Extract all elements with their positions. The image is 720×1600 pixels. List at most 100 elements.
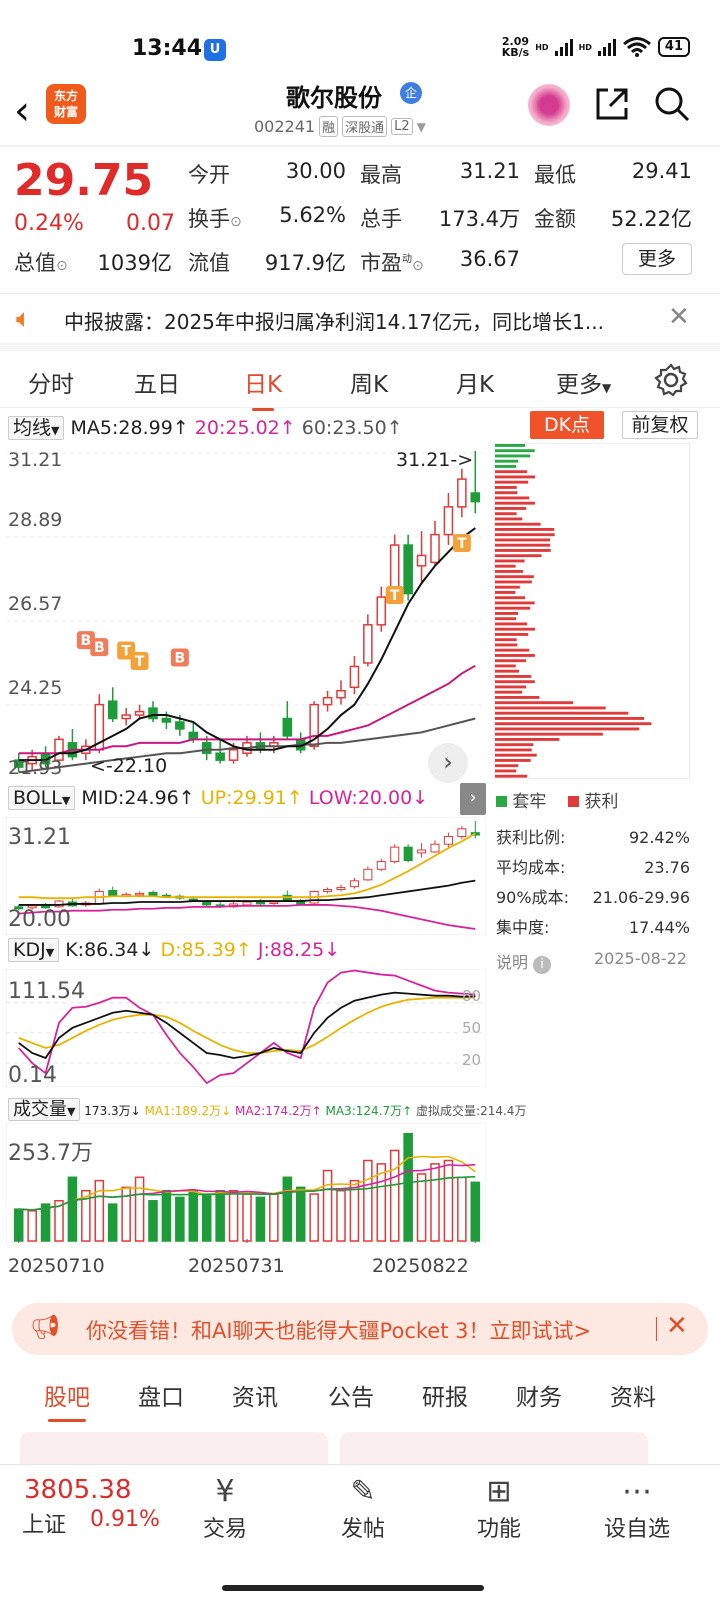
tab-five-day[interactable]: 五日 [134, 372, 180, 398]
panel-expand-icon[interactable]: › [460, 783, 486, 815]
ai-assistant-avatar[interactable] [528, 84, 570, 126]
kdj-j: J:88.25 [257, 939, 325, 961]
boll-candle-body [27, 905, 37, 909]
stock-name[interactable]: 歌尔股份 [286, 84, 382, 112]
promo-text[interactable]: 你没看错！和AI聊天也能得大疆Pocket 3！立即试试> [86, 1319, 592, 1343]
nav-post[interactable]: ✎ 发帖 [318, 1473, 408, 1543]
close-icon[interactable]: ✕ [666, 1311, 688, 1341]
tab-profile[interactable]: 资料 [610, 1385, 656, 1411]
nav-functions[interactable]: ⊞ 功能 [454, 1473, 544, 1543]
chip-bar [495, 732, 603, 736]
nav-trade[interactable]: ¥ 交易 [180, 1473, 270, 1543]
notice-text[interactable]: 中报披露：2025年中报归属净利润14.17亿元，同比增长1... [64, 310, 604, 334]
exchange-connect-tag: 深股通 [342, 116, 388, 137]
chip-bar [495, 753, 537, 757]
settings-gear-icon[interactable] [654, 363, 688, 397]
tab-order-book[interactable]: 盘口 [138, 1385, 184, 1411]
dk-point-button[interactable]: DK点 [530, 411, 604, 439]
chip-bar [495, 606, 531, 610]
chip-date: 2025-08-22 [594, 949, 687, 968]
boll-candle-body [269, 901, 279, 905]
kdj-level-50: 50 [462, 1019, 482, 1037]
float-cap-label: 流值 [188, 251, 230, 275]
boll-selector[interactable]: BOLL▼ [8, 786, 76, 810]
share-icon[interactable] [594, 86, 630, 122]
boll-candle-body [14, 906, 24, 910]
chip-bar [495, 549, 551, 552]
tab-daily-k[interactable]: 日K [244, 365, 282, 411]
tab-intraday[interactable]: 分时 [28, 372, 74, 398]
turnover-label[interactable]: 换手⊙ [188, 207, 242, 231]
chip-stat-avg-cost: 平均成本: 23.76 [496, 858, 690, 877]
boll-candle-body [108, 889, 118, 896]
edit-icon: ✎ [350, 1474, 376, 1509]
kdj-selector[interactable]: KDJ▼ [8, 938, 60, 962]
volume-selector[interactable]: 成交量▼ [8, 1098, 81, 1121]
notice-bar[interactable]: 🔈︎ 中报披露：2025年中报归属净利润14.17亿元，同比增长1... ✕ [0, 293, 720, 343]
chip-bar [495, 743, 534, 747]
search-icon[interactable] [654, 86, 690, 122]
chip-bar [495, 690, 523, 694]
current-price: 29.75 [14, 155, 154, 206]
volume-bar [376, 1163, 387, 1242]
volume-bar [107, 1203, 118, 1242]
low-price-marker: <-22.10 [90, 755, 168, 777]
chip-bar [495, 454, 531, 458]
pe-label[interactable]: 市盈动⊙ [360, 251, 424, 275]
boll-up-line [18, 832, 476, 900]
back-arrow-icon[interactable]: ‹ [14, 88, 30, 134]
chip-bar [495, 486, 517, 489]
signal-label: T [135, 654, 145, 670]
kline-chart-area[interactable]: 均线▼ MA5:28.99↑ 20:25.02↑ 60:23.50↑ DK点 前… [0, 407, 720, 1292]
tab-news[interactable]: 资讯 [232, 1385, 278, 1411]
chip-bar [495, 585, 520, 589]
candle-body [201, 742, 212, 754]
kdj-level-20: 20 [462, 1051, 482, 1069]
y-label-bottom: 21.93 [8, 757, 63, 779]
signal-marker [170, 648, 189, 667]
tab-monthly-k[interactable]: 月K [456, 372, 495, 398]
adjust-mode-button[interactable]: 前复权 [622, 411, 698, 439]
tab-more[interactable]: 更多▼ [556, 372, 612, 398]
net-speed: 2.09 KB/s [501, 35, 530, 59]
low-label: 最低 [534, 163, 576, 187]
tab-forum[interactable]: 股吧 [44, 1378, 90, 1422]
ma60-value: 60:23.50 [301, 417, 387, 439]
chip-bar [495, 501, 535, 505]
boll-candle-body [255, 901, 265, 905]
candle-body [349, 665, 360, 689]
signal-label: B [81, 633, 92, 649]
index-value[interactable]: 3805.38 [24, 1475, 132, 1505]
tab-research[interactable]: 研报 [422, 1385, 468, 1411]
signal-marker [130, 651, 149, 670]
kdj-j-line [18, 969, 476, 1085]
chip-bar [495, 696, 540, 699]
home-indicator [222, 1585, 484, 1591]
tab-weekly-k[interactable]: 周K [350, 372, 389, 398]
status-right: 2.09 KB/s HD HD 41 [502, 36, 690, 58]
chip-note[interactable]: 说明 i [496, 949, 552, 974]
promo-banner[interactable]: 📢︎ 你没看错！和AI聊天也能得大疆Pocket 3！立即试试> ✕ [12, 1303, 708, 1355]
candlestick-chart[interactable]: B B TT BTT [6, 443, 486, 783]
volume-legend: 成交量▼ 173.3万↓ MA1:189.2万↓ MA2:174.2万↑ MA3… [8, 1095, 526, 1121]
boll-candle-body [242, 901, 252, 906]
signal-marker [90, 638, 109, 657]
chip-bar [495, 522, 541, 526]
tab-financials[interactable]: 财务 [516, 1385, 562, 1411]
market-cap-label[interactable]: 总值⊙ [14, 251, 68, 275]
nav-add-watchlist[interactable]: ⋯ 设自选 [592, 1473, 682, 1543]
ma-selector[interactable]: 均线▼ [8, 416, 65, 440]
chip-bar [495, 496, 530, 500]
chevron-right-icon[interactable]: › [428, 743, 468, 783]
divider [656, 1317, 657, 1341]
dropdown-caret-icon[interactable]: ▼ [416, 119, 426, 134]
open-label: 今开 [188, 163, 230, 187]
boll-candle-body [135, 892, 145, 896]
boll-candle-body [376, 861, 386, 870]
level2-tag: L2 [391, 118, 413, 135]
more-quote-button[interactable]: 更多 [622, 243, 692, 275]
signal-label: B [94, 640, 105, 656]
chip-bar [495, 633, 529, 636]
tab-announcement[interactable]: 公告 [328, 1385, 374, 1411]
close-icon[interactable]: ✕ [668, 302, 690, 332]
